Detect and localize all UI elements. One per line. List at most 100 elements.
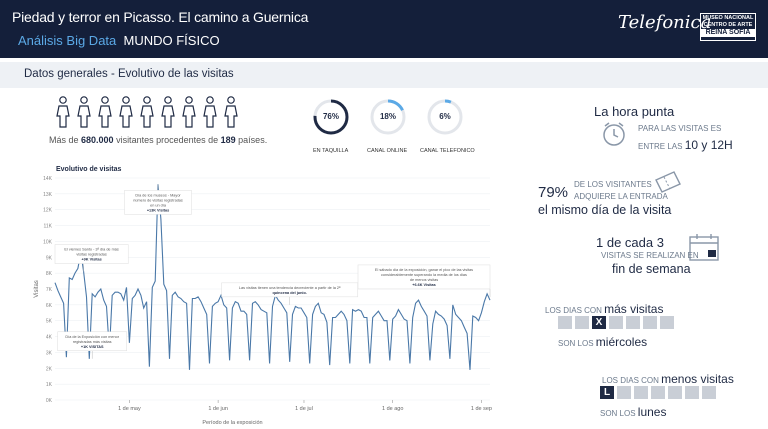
y-tick-label: 4K [46,335,53,341]
y-tick-label: 12K [43,208,53,214]
donut-telefonico [427,99,463,135]
y-tick-label: 11K [43,224,52,230]
subtitle-main: MUNDO FÍSICO [123,33,220,48]
weekday-cell [651,386,665,399]
annotation-text: El viernes Santo - 3ª día de más [64,248,118,252]
x-tick-label: 1 de sep [471,406,492,412]
weekday-cell [626,316,640,329]
person-icon [224,96,238,128]
donut-taquilla-label: EN TAQUILLA [313,148,349,154]
calendar-icon [689,234,719,261]
weekend-line1: VISITAS SE REALIZAN EN [601,251,699,260]
peak-hour-prefix: ENTRE LAS [638,142,685,151]
weekday-cell [702,386,716,399]
peak-hour-line2: ENTRE LAS 10 y 12H [638,138,733,152]
subtitle-accent: Análisis Big Data [18,33,117,48]
least-visits-day-line: SON LOS lunes [600,405,666,419]
section-title: Datos generales - Evolutivo de las visit… [24,68,234,80]
peak-hour-line1: PARA LAS VISITAS ES [638,124,722,133]
peak-hour-range: 10 y 12H [684,138,733,152]
donut-telefonico-pct: 6% [439,112,451,121]
ticket-icon [655,171,681,193]
same-day-highlight: el mismo día de la visita [538,203,672,217]
annotation-text: +6.6K Visitas [412,283,435,287]
person-icon [56,96,70,128]
telefonica-logo: Telefonica [618,12,712,33]
annotation-text: de menos visitas [410,278,438,282]
same-day-line2: ADQUIERE LA ENTRADA [574,192,668,201]
logo-line-2: CENTRO DE ARTE [703,21,753,28]
least-visits-day: lunes [637,405,667,419]
annotation-text: número de visitas registradas [133,198,183,202]
person-icon [98,96,112,128]
annotation-text: +9K Visitas [81,258,101,262]
x-tick-label: 1 de jul [295,406,313,412]
donut-online-pct: 18% [379,112,396,121]
y-tick-label: 13K [43,192,53,198]
logo-reina-sofia: REINA SOFIA [701,29,755,37]
x-tick-label: 1 de jun [208,406,228,412]
weekday-cell-selected: X [592,316,606,329]
most-visits-day-line: SON LOS miércoles [558,335,647,349]
y-tick-label: 10K [43,239,53,245]
weekday-cell [660,316,674,329]
donut-online-label: CANAL ONLINE [367,148,408,154]
annotation-text: Día de la Exposición con menor [65,335,119,339]
visits-series-line [54,184,491,370]
most-visits-highlight: más visitas [604,302,664,316]
visitors-summary: Más de 680.000 visitantes procedentes de… [49,135,267,145]
y-tick-label: 7K [46,287,53,293]
weekend-title: 1 de cada 3 [596,235,664,250]
annotation-box [357,264,491,290]
most-visits-prefix: LOS DIAS CON [545,306,605,315]
annotation-text: en un día [150,203,167,207]
most-visits-line: LOS DIAS CON más visitas [545,302,663,316]
weekend-highlight: fin de semana [612,262,691,276]
chart-title: Evolutivo de visitas [56,166,122,173]
person-icon [182,96,196,128]
y-tick-label: 5K [46,319,53,325]
person-icon [161,96,175,128]
y-axis-label: Visitas [34,280,40,298]
x-tick-label: 1 de may [118,406,141,412]
x-axis-label: Período de la exposición [202,420,262,426]
annotation-text: quincena del junio. [272,291,306,295]
person-icon [77,96,91,128]
visitors-count: 680.000 [81,135,114,145]
peak-hour-title: La hora punta [594,104,675,119]
clock-icon [603,122,625,146]
y-tick-label: 9K [46,255,53,261]
same-day-pct: 79% [538,184,569,201]
museo-reina-sofia-logo: MUSEO NACIONAL CENTRO DE ARTE REINA SOFI… [700,13,756,41]
visitors-middle: visitantes procedentes de [113,135,221,145]
most-visits-suffix: SON LOS [558,339,596,348]
y-tick-label: 6K [46,303,53,309]
visitors-suffix: países. [235,135,268,145]
weekday-cell [609,316,623,329]
logo-line-1: MUSEO NACIONAL [702,15,754,21]
weekday-cell [558,316,572,329]
most-visits-day: miércoles [595,335,648,349]
annotation-text: +1K VISITAS [81,345,104,349]
weekday-cell [668,386,682,399]
weekday-cell [575,316,589,329]
page-subtitle: Análisis Big Data MUNDO FÍSICO [18,33,220,48]
page-title: Piedad y terror en Picasso. El camino a … [12,9,309,25]
weekday-row-most: X [558,316,674,329]
donut-online [370,99,406,135]
y-tick-label: 2K [46,366,53,372]
least-visits-highlight: menos visitas [661,372,734,386]
weekday-cell [643,316,657,329]
annotation-text: +13K Visitas [147,208,169,212]
annotation-text: registradas más visitas [73,340,112,344]
visitors-icon-row [56,96,238,128]
y-tick-label: 3K [46,350,53,356]
visitors-prefix: Más de [49,135,82,145]
person-icon [203,96,217,128]
annotation-text: Las visitas tienen una tendencia decreci… [239,286,341,290]
donut-telefonico-label: CANAL TELEFONICO [420,148,475,154]
annotation-text: visitas registradas [76,253,106,257]
least-visits-line: LOS DIAS CON menos visitas [602,372,734,386]
annotation-box [54,244,129,264]
person-icon [140,96,154,128]
